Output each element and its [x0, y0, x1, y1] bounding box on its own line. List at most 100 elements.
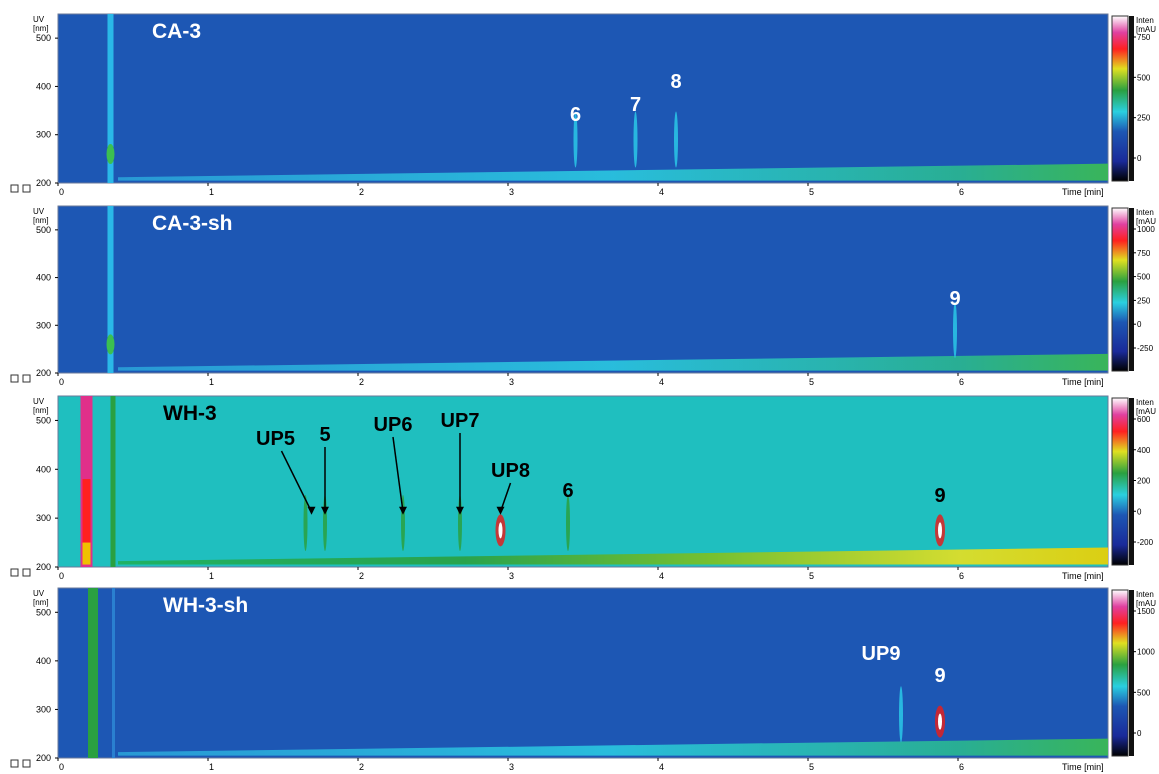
x-tick-label: 6 [959, 187, 964, 197]
colorbar-tick: 250 [1137, 114, 1151, 123]
colorbar-tick: -250 [1137, 344, 1154, 353]
colorbar-tick: 1500 [1137, 607, 1155, 616]
y-axis-label: [nm] [33, 598, 49, 607]
peak-label: 5 [319, 424, 330, 446]
colorbar-label: [mAU [1136, 599, 1156, 608]
colorbar-tick: 750 [1137, 33, 1151, 42]
x-axis-label: Time [min] [1062, 377, 1104, 387]
colorbar-label: [mAU [1136, 407, 1156, 416]
checkbox [10, 374, 19, 383]
y-axis-label: [nm] [33, 406, 49, 415]
x-tick-label: 0 [59, 187, 64, 197]
x-tick-label: 4 [659, 571, 664, 581]
x-tick-label: 4 [659, 762, 664, 772]
x-tick-label: 2 [359, 187, 364, 197]
colorbar-label: [mAU [1136, 217, 1156, 226]
peak-label: 9 [949, 288, 960, 310]
panel-wh-3-sh: 0 1 2 3 4 5 6 Time [min] 200 300 400 500 UV [nm] Inten… [0, 586, 1159, 772]
x-tick-label: 1 [209, 762, 214, 772]
y-tick-label: 200 [36, 753, 51, 763]
peak-mark [674, 111, 678, 168]
y-tick-label: 200 [36, 178, 51, 188]
peak-label: 6 [562, 480, 573, 502]
y-tick-label: 500 [36, 607, 51, 617]
y-tick-label: 200 [36, 368, 51, 378]
y-tick-label: 500 [36, 225, 51, 235]
checkbox [22, 184, 31, 193]
peak-label: 8 [670, 71, 681, 93]
solvent-front [88, 588, 98, 758]
x-tick-label: 5 [809, 377, 814, 387]
y-axis-label: UV [33, 397, 45, 406]
colorbar-tick: 750 [1137, 249, 1151, 258]
peak-mark [633, 111, 638, 168]
colorbar-label: Inten [1136, 398, 1154, 407]
plot-background [57, 587, 1109, 759]
checkbox [22, 568, 31, 577]
y-axis-label: [nm] [33, 24, 49, 33]
colorbar-tick: 0 [1137, 507, 1142, 516]
colorbar-tick: 600 [1137, 415, 1151, 424]
colorbar-tick: 500 [1137, 273, 1151, 282]
plot-background [57, 13, 1109, 184]
panel-title: WH-3-sh [163, 594, 248, 617]
y-axis-label: UV [33, 589, 45, 598]
y-axis-label: UV [33, 207, 45, 216]
x-tick-label: 2 [359, 762, 364, 772]
x-tick-label: 3 [509, 377, 514, 387]
x-tick-label: 5 [809, 187, 814, 197]
colorbar-label: [mAU [1136, 25, 1156, 34]
checkbox [22, 374, 31, 383]
panel-ca-3-sh: 0 1 2 3 4 5 6 Time [min] 200 300 400 500 UV [nm] Inten… [0, 204, 1159, 387]
y-axis-label: [nm] [33, 216, 49, 225]
panel-title: CA-3 [152, 20, 201, 43]
colorbar-tick: 200 [1137, 477, 1151, 486]
panel-ca-3: 0 1 2 3 4 5 6 Time [min] 200 300 400 500 UV [nm] Inten… [0, 12, 1159, 197]
checkbox [10, 759, 19, 768]
peak-mark [573, 111, 578, 168]
baseline-band [118, 353, 1108, 371]
colorbar-label: Inten [1136, 208, 1154, 217]
panel-title: WH-3 [163, 402, 217, 425]
y-tick-label: 200 [36, 562, 51, 572]
x-tick-label: 4 [659, 377, 664, 387]
y-tick-label: 300 [36, 320, 51, 330]
baseline-band [118, 738, 1108, 756]
checkbox [10, 184, 19, 193]
x-tick-label: 5 [809, 571, 814, 581]
colorbar-tick: 250 [1137, 296, 1151, 305]
y-tick-label: 400 [36, 81, 51, 91]
heatmap-svg: 0 1 2 3 4 5 6 Time [min] 200 300 400 500 UV[nm] Inten… [10, 587, 1156, 772]
y-tick-label: 400 [36, 273, 51, 283]
y-tick-label: 400 [36, 464, 51, 474]
plot-background [57, 395, 1109, 568]
peak-label: UP9 [862, 643, 901, 665]
colorbar [1111, 15, 1129, 182]
colorbar-tick: 0 [1137, 320, 1142, 329]
x-axis-label: Time [min] [1062, 571, 1104, 581]
x-axis-label: Time [min] [1062, 187, 1104, 197]
baseline-band [118, 547, 1108, 565]
colorbar-tick: 0 [1137, 154, 1142, 163]
heatmap-svg: 0 1 2 3 4 5 6 Time [min] 200 300 400 500 UV[nm] Inten… [10, 13, 1156, 197]
x-axis-label: Time [min] [1062, 762, 1104, 772]
x-tick-label: 0 [59, 377, 64, 387]
colorbar-tick: 500 [1137, 688, 1151, 697]
peak-mark [566, 495, 570, 552]
peak-mark [953, 302, 957, 359]
x-tick-label: 3 [509, 762, 514, 772]
peak-label: 7 [630, 94, 641, 116]
x-tick-label: 6 [959, 571, 964, 581]
checkbox [22, 759, 31, 768]
colorbar-tick: 1000 [1137, 225, 1155, 234]
x-tick-label: 1 [209, 571, 214, 581]
colorbar-label: Inten [1136, 16, 1154, 25]
peak-label: 9 [934, 485, 945, 507]
colorbar-label: Inten [1136, 590, 1154, 599]
colorbar-tick: 500 [1137, 73, 1151, 82]
peak-arrow [280, 450, 313, 513]
y-tick-label: 300 [36, 130, 51, 140]
peak-label: UP5 [256, 428, 295, 450]
x-tick-label: 3 [509, 187, 514, 197]
